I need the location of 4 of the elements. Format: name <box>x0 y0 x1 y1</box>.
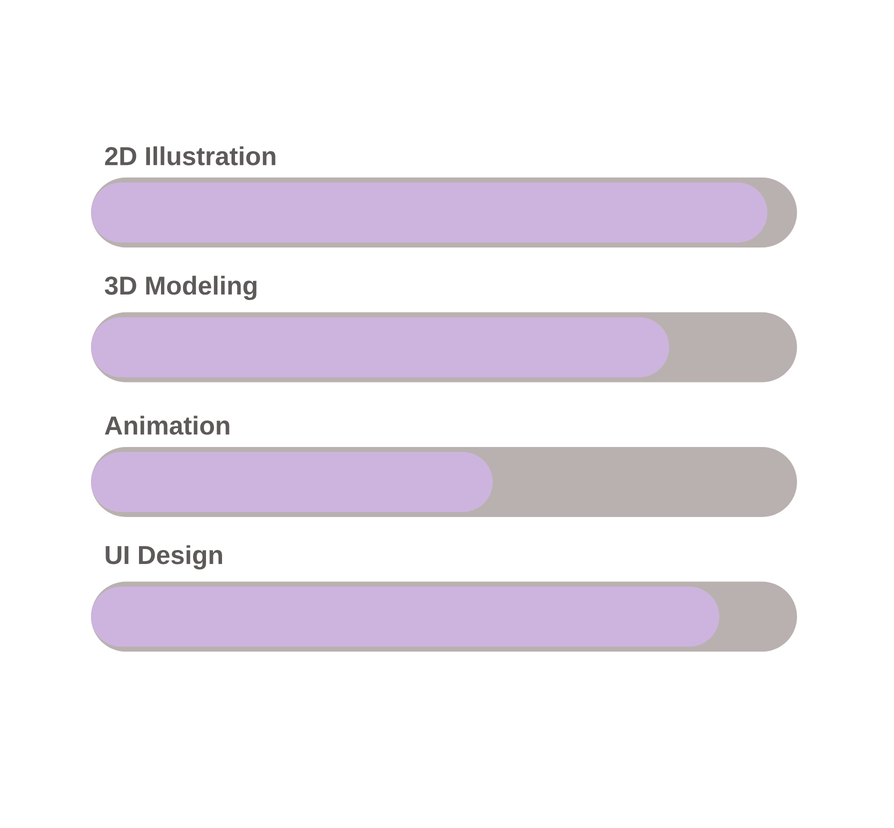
y-tick-label: 3D Modeling <box>104 276 256 300</box>
y-tick-label: 2D Illustration <box>105 146 276 166</box>
y-tick-label: Animation <box>104 416 230 435</box>
y-tick-label: UI Design <box>106 545 222 570</box>
